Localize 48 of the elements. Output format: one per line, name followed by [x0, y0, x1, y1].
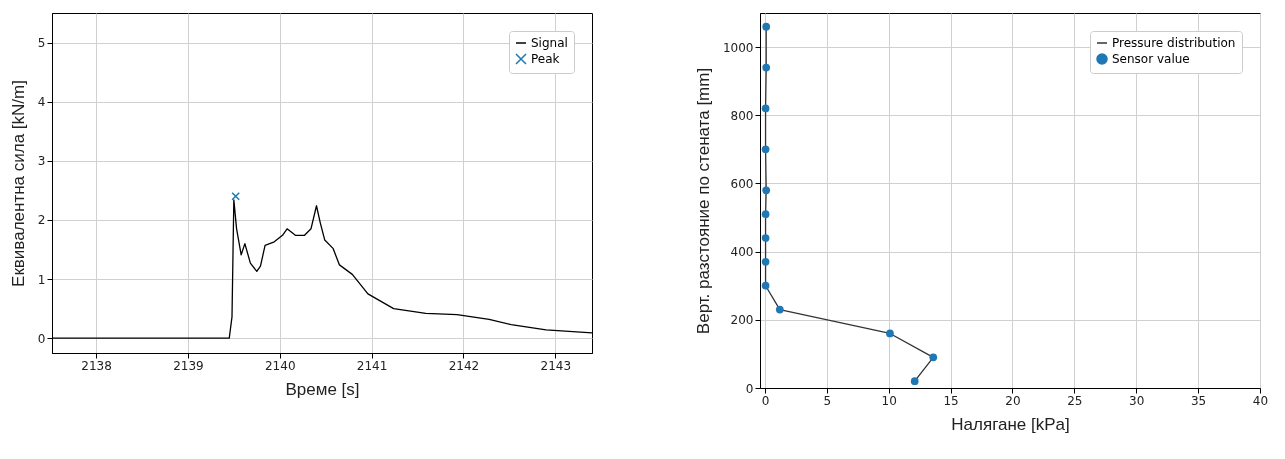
- x-tick-label: 2138: [81, 358, 112, 373]
- point: [886, 329, 894, 338]
- x-tick-label: 0: [761, 393, 770, 408]
- point: [761, 145, 770, 154]
- y-tick-label: 2: [37, 213, 46, 228]
- point: [762, 186, 771, 195]
- x-tick-label: 2139: [173, 358, 204, 373]
- x-axis-title: Време [s]: [285, 379, 360, 399]
- x-tick-label: 2140: [264, 358, 296, 373]
- x-tick-label: 40: [1252, 393, 1269, 408]
- x-axis-title: Налягане [kPa]: [951, 414, 1070, 434]
- point: [775, 305, 784, 314]
- x-tick-label: 5: [823, 393, 832, 408]
- x-tick-label: 35: [1190, 393, 1207, 408]
- legend-label: Peak: [531, 52, 560, 66]
- legend-label: Signal: [531, 36, 568, 50]
- y-tick-label: 4: [37, 95, 46, 110]
- legend-label: Pressure distribution: [1112, 36, 1236, 50]
- x-tick-label: 2141: [356, 358, 388, 373]
- y-tick-label: 800: [730, 108, 754, 123]
- x-tick-label: 2143: [540, 358, 572, 373]
- point: [761, 104, 770, 113]
- point: [762, 22, 771, 31]
- y-axis-title: Еквивалентна сила [kN/m]: [8, 80, 28, 287]
- y-tick-label: 0: [745, 381, 754, 396]
- y-tick-label: 0: [37, 331, 46, 346]
- y-tick-label: 1000: [722, 40, 754, 55]
- point: [761, 210, 770, 218]
- y-tick-label: 200: [730, 313, 754, 328]
- point: [910, 377, 919, 386]
- x-tick-label: 30: [1129, 393, 1145, 408]
- y-tick-label: 5: [37, 36, 46, 51]
- y-axis-title: Верт. разстояние по стената [mm]: [693, 67, 713, 335]
- y-tick-label: 600: [730, 176, 754, 191]
- x-tick-label: 20: [1005, 393, 1021, 408]
- point: [761, 281, 770, 290]
- point: [762, 63, 771, 72]
- y-tick-label: 400: [730, 245, 754, 260]
- x-tick-label: 25: [1067, 393, 1083, 408]
- point: [761, 258, 770, 266]
- x-tick-label: 15: [943, 393, 959, 408]
- x-tick-label: 10: [881, 393, 897, 408]
- legend-label: Sensor value: [1112, 52, 1190, 66]
- x-tick-label: 2142: [448, 358, 480, 373]
- y-tick-label: 3: [37, 154, 46, 169]
- point: [761, 234, 770, 242]
- point: [929, 353, 938, 362]
- y-tick-label: 1: [37, 272, 46, 287]
